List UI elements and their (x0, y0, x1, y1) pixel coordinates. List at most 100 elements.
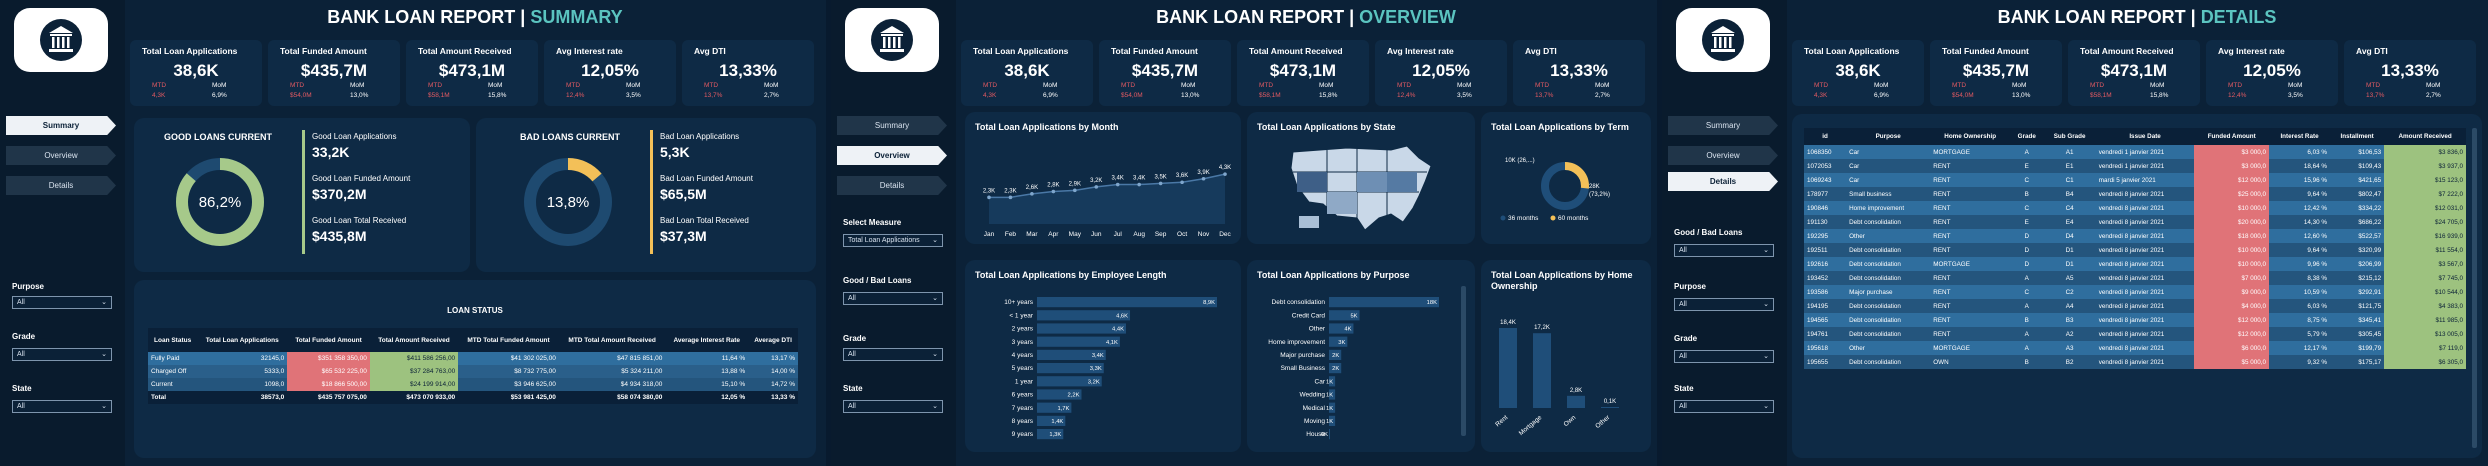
legend-marker (1500, 215, 1506, 221)
column-header[interactable]: Loan Status (148, 328, 198, 352)
nav-details[interactable]: Details (1668, 172, 1778, 191)
column-header[interactable]: Installment (2330, 128, 2385, 145)
column-header[interactable]: Issue Date (2095, 128, 2195, 145)
grade-filter[interactable]: All ⌄ (1674, 350, 1774, 363)
column-header[interactable]: Total Loan Applications (197, 328, 288, 352)
table-cell: $334,22 (2358, 204, 2382, 212)
data-label: 3,4K (1112, 176, 1124, 182)
table-row[interactable]: 190846 Home improvement RENT C C4 vendredi 8 … (1804, 201, 2466, 215)
bar (1037, 376, 1102, 387)
column-header[interactable]: Purpose (1846, 128, 1931, 145)
column-header[interactable]: Sub Grade (2043, 128, 2096, 145)
purpose-filter[interactable]: All ⌄ (12, 296, 112, 309)
data-label: 18,4K (1500, 320, 1516, 326)
column-header[interactable]: Total Amount Received (369, 328, 459, 352)
purpose-filter[interactable]: All ⌄ (1674, 298, 1774, 311)
category-label: Other (1594, 414, 1612, 430)
column-header[interactable]: Average DTI (748, 328, 798, 352)
measure-select[interactable]: Total Loan Applications ⌄ (843, 234, 943, 247)
column-header[interactable]: Total Funded Amount (287, 328, 370, 352)
data-label: 2,9K (1069, 181, 1081, 187)
column-header[interactable]: Funded Amount (2194, 128, 2270, 145)
bar (1037, 429, 1064, 440)
data-label: 1K (1326, 379, 1333, 385)
table-row[interactable]: 195655 Debt consolidation OWN B B2 vendredi 8… (1804, 355, 2466, 369)
state-filter[interactable]: All ⌄ (1674, 400, 1774, 413)
table-row[interactable]: 192616 Debt consolidation MORTGAGE D D1 vendr… (1804, 257, 2466, 271)
table-row[interactable]: Current 1098,0 $18 866 500,00 $24 199 914,0… (148, 378, 798, 391)
scrollbar[interactable] (2472, 128, 2477, 448)
table-row[interactable]: 194761 Debt consolidation RENT A A2 vendredi … (1804, 327, 2466, 341)
kpi-mom-value: 15,8% (488, 92, 507, 99)
category-label: 7 years (1012, 405, 1034, 412)
table-cell: $10 544,0 (2384, 285, 2466, 299)
purpose-chart-title: Total Loan Applications by Purpose (1257, 270, 1410, 280)
data-label: 2,2K (1068, 393, 1080, 399)
column-header[interactable]: Grade (2010, 128, 2044, 145)
column-header[interactable]: Amount Received (2384, 128, 2466, 145)
x-tick-label: Aug (1133, 231, 1145, 238)
kpi-mom-value: 13,0% (1181, 92, 1200, 99)
table-cell: RENT (1933, 246, 1951, 254)
x-tick-label: Jun (1091, 231, 1102, 238)
table-cell: 195655 (1807, 358, 1829, 366)
table-row[interactable]: 1068350 Car MORTGAGE A A1 vendredi 1 janvier … (1804, 145, 2466, 159)
data-label: 3,9K (1197, 170, 1209, 176)
bad-loan-metric: Bad Loan Funded Amount $65,5M (660, 174, 753, 202)
kpi-mtd-value: 12,4% (1397, 92, 1416, 99)
table-row[interactable]: 1072053 Car RENT E E1 vendredi 1 janvier 2021… (1804, 159, 2466, 173)
table-row[interactable]: Total 38573,0 $435 757 075,00 $473 070 933,… (148, 391, 798, 404)
column-header[interactable]: Average Interest Rate (665, 328, 749, 352)
nav-summary[interactable]: Summary (837, 116, 947, 135)
nav-overview[interactable]: Overview (837, 146, 947, 165)
table-cell: 9,64 % (2307, 246, 2327, 254)
table-row[interactable]: 193586 Major purchase RENT C C2 vendredi 8 ja… (1804, 285, 2466, 299)
scrollbar[interactable] (1461, 286, 1466, 436)
table-cell: $7 745,0 (2384, 271, 2466, 285)
column-header[interactable]: Home Ownership (1930, 128, 2011, 145)
table-cell: E (2024, 218, 2029, 226)
column-header[interactable]: Interest Rate (2269, 128, 2330, 145)
nav-details[interactable]: Details (6, 176, 116, 195)
table-cell: $41 302 025,00 (510, 355, 556, 362)
table-cell: Fully Paid (151, 355, 180, 362)
nav-overview[interactable]: Overview (1668, 146, 1778, 165)
data-point (1051, 189, 1056, 194)
column-header[interactable]: MTD Total Amount Received (558, 328, 666, 352)
table-cell: A (2024, 302, 2029, 310)
table-row[interactable]: Fully Paid 32145,0 $351 358 350,00 $411 586… (148, 352, 798, 365)
good-bad-filter[interactable]: All ⌄ (843, 292, 943, 305)
good-loans-arc (176, 158, 264, 246)
nav-summary[interactable]: Summary (6, 116, 116, 135)
table-row[interactable]: 1069243 Car RENT C C1 mardi 5 janvier 2021 $12… (1804, 173, 2466, 187)
x-tick-label: Feb (1005, 231, 1017, 238)
bar (1499, 328, 1517, 408)
state-filter[interactable]: All ⌄ (843, 400, 943, 413)
nav-overview[interactable]: Overview (6, 146, 116, 165)
term-chart-title: Total Loan Applications by Term (1491, 122, 1629, 132)
table-row[interactable]: 193452 Debt consolidation RENT A A5 vendredi … (1804, 271, 2466, 285)
table-row[interactable]: 194565 Debt consolidation RENT B B3 vendredi … (1804, 313, 2466, 327)
data-point (1030, 192, 1034, 196)
grade-filter[interactable]: All ⌄ (12, 348, 112, 361)
column-header[interactable]: id (1804, 128, 1847, 145)
table-row[interactable]: 192511 Debt consolidation RENT D D1 vendredi … (1804, 243, 2466, 257)
table-row[interactable]: 195618 Other MORTGAGE A A3 vendredi 8 janvier… (1804, 341, 2466, 355)
state-filter[interactable]: All ⌄ (12, 400, 112, 413)
table-row[interactable]: 194195 Debt consolidation RENT A A4 vendredi … (1804, 299, 2466, 313)
data-label: 3,6K (1176, 173, 1188, 179)
category-label: Rent (1494, 414, 1509, 428)
good-bad-filter[interactable]: All ⌄ (1674, 244, 1774, 257)
kpi-card: Total Funded Amount $435,7M MTD MoM $54,0M 13… (268, 40, 400, 106)
grade-filter[interactable]: All ⌄ (843, 348, 943, 361)
table-row[interactable]: Charged Off 5333,0 $65 532 225,00 $37 284 7… (148, 365, 798, 378)
metric-value: $65,5M (660, 186, 707, 202)
table-cell: Debt consolidation (1849, 218, 1901, 226)
table-row[interactable]: 191130 Debt consolidation RENT E E4 vendredi … (1804, 215, 2466, 229)
nav-summary[interactable]: Summary (1668, 116, 1778, 135)
table-cell: 38573,0 (260, 394, 285, 401)
nav-details[interactable]: Details (837, 176, 947, 195)
table-row[interactable]: 178977 Small business RENT B B4 vendredi 8 ja… (1804, 187, 2466, 201)
column-header[interactable]: MTD Total Funded Amount (458, 328, 559, 352)
table-row[interactable]: 192295 Other RENT D D4 vendredi 8 janvier 202… (1804, 229, 2466, 243)
